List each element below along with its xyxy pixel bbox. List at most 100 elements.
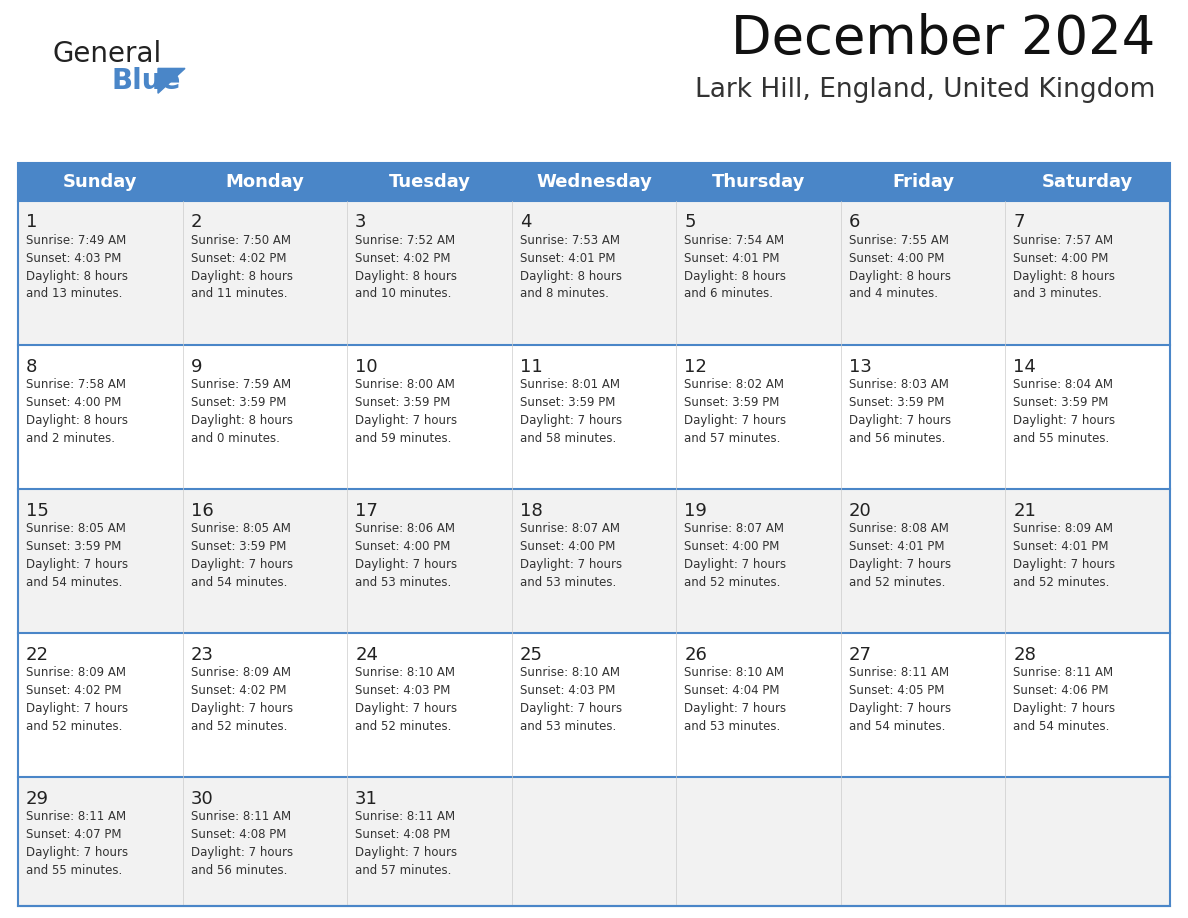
Text: 15: 15 xyxy=(26,501,49,520)
Text: 16: 16 xyxy=(190,501,214,520)
Polygon shape xyxy=(158,69,185,94)
Text: and 0 minutes.: and 0 minutes. xyxy=(190,431,279,444)
Text: 17: 17 xyxy=(355,501,378,520)
Text: Daylight: 7 hours: Daylight: 7 hours xyxy=(849,558,950,571)
Bar xyxy=(18,200,1170,344)
Text: 19: 19 xyxy=(684,501,707,520)
Text: Sunrise: 7:55 AM: Sunrise: 7:55 AM xyxy=(849,234,949,247)
Text: Daylight: 8 hours: Daylight: 8 hours xyxy=(684,270,786,283)
Text: Daylight: 7 hours: Daylight: 7 hours xyxy=(849,702,950,715)
Text: Daylight: 8 hours: Daylight: 8 hours xyxy=(190,270,292,283)
Text: and 57 minutes.: and 57 minutes. xyxy=(355,864,451,877)
Text: 27: 27 xyxy=(849,645,872,664)
Text: 28: 28 xyxy=(1013,645,1036,664)
Text: Sunrise: 7:50 AM: Sunrise: 7:50 AM xyxy=(190,234,291,247)
Text: Friday: Friday xyxy=(892,173,954,191)
Text: and 55 minutes.: and 55 minutes. xyxy=(1013,431,1110,444)
Text: and 2 minutes.: and 2 minutes. xyxy=(26,431,115,444)
Text: Sunset: 4:02 PM: Sunset: 4:02 PM xyxy=(355,252,450,264)
Text: Daylight: 7 hours: Daylight: 7 hours xyxy=(519,414,621,427)
Text: Lark Hill, England, United Kingdom: Lark Hill, England, United Kingdom xyxy=(695,77,1155,103)
Text: 18: 18 xyxy=(519,501,543,520)
Text: Daylight: 8 hours: Daylight: 8 hours xyxy=(355,270,457,283)
Text: Sunrise: 8:11 AM: Sunrise: 8:11 AM xyxy=(355,811,455,823)
Text: and 53 minutes.: and 53 minutes. xyxy=(355,576,451,588)
Text: Sunrise: 8:07 AM: Sunrise: 8:07 AM xyxy=(684,522,784,535)
Text: Sunrise: 8:05 AM: Sunrise: 8:05 AM xyxy=(190,522,290,535)
Text: Daylight: 7 hours: Daylight: 7 hours xyxy=(26,558,128,571)
Text: 22: 22 xyxy=(26,645,49,664)
Text: Sunset: 4:00 PM: Sunset: 4:00 PM xyxy=(684,540,779,553)
Text: Sunday: Sunday xyxy=(63,173,138,191)
Text: 2: 2 xyxy=(190,213,202,231)
Text: Sunrise: 7:52 AM: Sunrise: 7:52 AM xyxy=(355,234,455,247)
Bar xyxy=(18,162,1170,200)
Text: Sunrise: 8:11 AM: Sunrise: 8:11 AM xyxy=(190,811,291,823)
Text: Sunrise: 8:09 AM: Sunrise: 8:09 AM xyxy=(190,666,291,679)
Text: Sunset: 4:00 PM: Sunset: 4:00 PM xyxy=(519,540,615,553)
Text: 24: 24 xyxy=(355,645,378,664)
Text: Sunrise: 8:10 AM: Sunrise: 8:10 AM xyxy=(355,666,455,679)
Text: Sunrise: 8:02 AM: Sunrise: 8:02 AM xyxy=(684,378,784,391)
Text: Sunset: 3:59 PM: Sunset: 3:59 PM xyxy=(684,396,779,409)
Text: 14: 14 xyxy=(1013,357,1036,375)
Text: Daylight: 7 hours: Daylight: 7 hours xyxy=(355,702,457,715)
Text: Sunset: 3:59 PM: Sunset: 3:59 PM xyxy=(1013,396,1108,409)
Text: Daylight: 7 hours: Daylight: 7 hours xyxy=(355,845,457,859)
Text: Daylight: 7 hours: Daylight: 7 hours xyxy=(1013,702,1116,715)
Text: Daylight: 7 hours: Daylight: 7 hours xyxy=(190,845,292,859)
Text: and 54 minutes.: and 54 minutes. xyxy=(1013,720,1110,733)
Text: Sunrise: 8:01 AM: Sunrise: 8:01 AM xyxy=(519,378,620,391)
Text: 1: 1 xyxy=(26,213,37,231)
Text: Sunset: 4:01 PM: Sunset: 4:01 PM xyxy=(684,252,779,264)
Text: and 4 minutes.: and 4 minutes. xyxy=(849,287,937,300)
Text: Sunset: 4:04 PM: Sunset: 4:04 PM xyxy=(684,684,779,697)
Text: and 52 minutes.: and 52 minutes. xyxy=(355,720,451,733)
Text: and 53 minutes.: and 53 minutes. xyxy=(519,720,615,733)
Bar xyxy=(18,488,1170,633)
Text: Daylight: 7 hours: Daylight: 7 hours xyxy=(190,702,292,715)
Text: Daylight: 7 hours: Daylight: 7 hours xyxy=(1013,414,1116,427)
Text: Sunset: 4:00 PM: Sunset: 4:00 PM xyxy=(849,252,944,264)
Text: Daylight: 8 hours: Daylight: 8 hours xyxy=(849,270,950,283)
Text: 30: 30 xyxy=(190,789,214,808)
Text: Daylight: 7 hours: Daylight: 7 hours xyxy=(26,702,128,715)
Text: Sunset: 4:07 PM: Sunset: 4:07 PM xyxy=(26,828,121,841)
Text: and 57 minutes.: and 57 minutes. xyxy=(684,431,781,444)
Text: Saturday: Saturday xyxy=(1042,173,1133,191)
Text: Sunset: 3:59 PM: Sunset: 3:59 PM xyxy=(519,396,615,409)
Text: December 2024: December 2024 xyxy=(731,14,1155,65)
Text: Daylight: 7 hours: Daylight: 7 hours xyxy=(849,414,950,427)
Text: 13: 13 xyxy=(849,357,872,375)
Text: and 53 minutes.: and 53 minutes. xyxy=(519,576,615,588)
Bar xyxy=(18,162,1170,906)
Text: Sunset: 4:01 PM: Sunset: 4:01 PM xyxy=(849,540,944,553)
Text: Sunrise: 7:49 AM: Sunrise: 7:49 AM xyxy=(26,234,126,247)
Text: Daylight: 8 hours: Daylight: 8 hours xyxy=(190,414,292,427)
Text: 6: 6 xyxy=(849,213,860,231)
Text: Sunrise: 8:03 AM: Sunrise: 8:03 AM xyxy=(849,378,949,391)
Bar xyxy=(18,344,1170,488)
Text: and 52 minutes.: and 52 minutes. xyxy=(849,576,946,588)
Text: Sunrise: 8:00 AM: Sunrise: 8:00 AM xyxy=(355,378,455,391)
Text: 20: 20 xyxy=(849,501,872,520)
Text: 12: 12 xyxy=(684,357,707,375)
Text: Daylight: 7 hours: Daylight: 7 hours xyxy=(684,558,786,571)
Text: 25: 25 xyxy=(519,645,543,664)
Text: Sunrise: 7:54 AM: Sunrise: 7:54 AM xyxy=(684,234,784,247)
Text: and 55 minutes.: and 55 minutes. xyxy=(26,864,122,877)
Text: Sunset: 4:06 PM: Sunset: 4:06 PM xyxy=(1013,684,1108,697)
Text: Daylight: 7 hours: Daylight: 7 hours xyxy=(684,414,786,427)
Text: 29: 29 xyxy=(26,789,49,808)
Text: Sunset: 3:59 PM: Sunset: 3:59 PM xyxy=(26,540,121,553)
Text: 8: 8 xyxy=(26,357,37,375)
Text: Sunrise: 8:11 AM: Sunrise: 8:11 AM xyxy=(1013,666,1113,679)
Text: and 53 minutes.: and 53 minutes. xyxy=(684,720,781,733)
Text: 21: 21 xyxy=(1013,501,1036,520)
Text: Sunset: 4:03 PM: Sunset: 4:03 PM xyxy=(355,684,450,697)
Text: Sunrise: 8:11 AM: Sunrise: 8:11 AM xyxy=(849,666,949,679)
Text: 3: 3 xyxy=(355,213,367,231)
Text: Daylight: 7 hours: Daylight: 7 hours xyxy=(190,558,292,571)
Text: and 58 minutes.: and 58 minutes. xyxy=(519,431,615,444)
Text: 23: 23 xyxy=(190,645,214,664)
